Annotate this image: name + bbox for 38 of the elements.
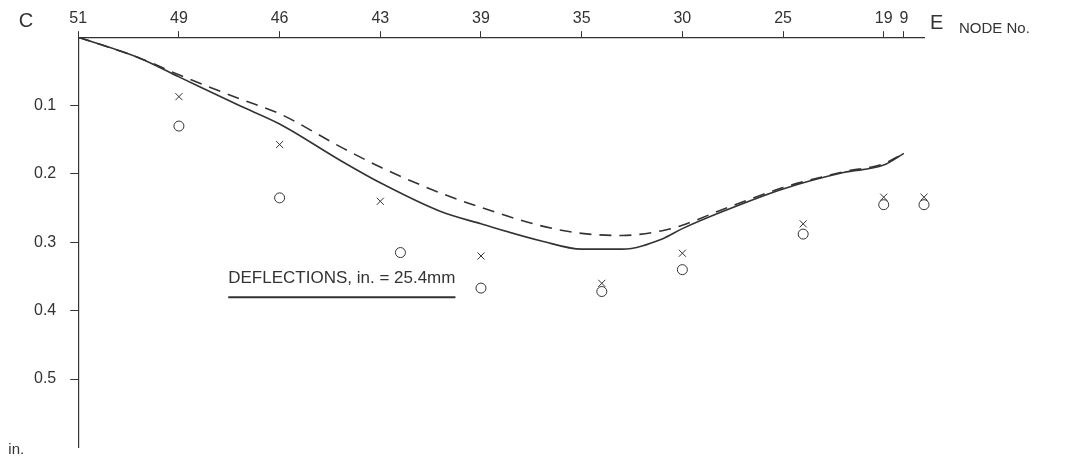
text: C — [18, 8, 34, 31]
point — [475, 282, 487, 294]
point — [596, 286, 608, 298]
x-axis-title: NODE No. — [959, 19, 1030, 37]
point — [919, 193, 929, 202]
x-tick-label: 46 — [270, 9, 289, 27]
point — [275, 140, 284, 149]
point — [799, 219, 808, 228]
x-tick-label: 51 — [69, 9, 88, 27]
y-axis-title: in. — [8, 440, 25, 458]
y-tick-label: 0.1 — [33, 95, 57, 113]
point — [173, 120, 185, 132]
y-tick-label: 0.3 — [33, 232, 57, 250]
point — [797, 228, 809, 240]
point — [676, 264, 688, 276]
x-tick-label: 39 — [472, 9, 490, 27]
y-tick-label: 0.2 — [33, 164, 57, 182]
point — [476, 251, 486, 261]
point — [174, 92, 183, 101]
point — [879, 193, 888, 202]
point — [678, 249, 687, 258]
text: E — [930, 10, 944, 33]
x-tick-label: 35 — [572, 9, 591, 27]
y-tick-label: 0.4 — [33, 301, 57, 319]
point — [597, 279, 606, 288]
x-tick-label: 25 — [774, 9, 793, 27]
y-tick-label: 0.5 — [33, 369, 57, 387]
point — [878, 199, 890, 211]
x-tick-label: 30 — [673, 9, 692, 27]
point — [274, 192, 286, 204]
point — [394, 247, 406, 259]
x-tick-label: 49 — [170, 9, 188, 27]
point — [918, 199, 930, 211]
x-tick-label: 9 — [899, 9, 909, 27]
annotation: DEFLECTIONS, in. = 25.4mm — [228, 268, 456, 288]
x-tick-label: 19 — [874, 9, 893, 27]
x-tick-label: 43 — [371, 9, 390, 27]
point — [376, 197, 385, 206]
